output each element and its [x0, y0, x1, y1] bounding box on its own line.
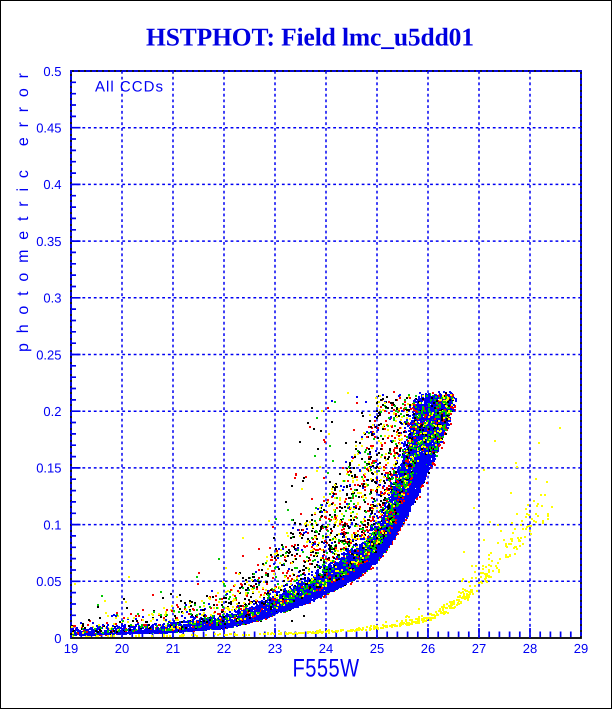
- svg-text:HSTPHOT: Field lmc_u5dd01: HSTPHOT: Field lmc_u5dd01: [146, 23, 474, 52]
- svg-text:20: 20: [115, 641, 129, 656]
- svg-text:All CCDs: All CCDs: [95, 79, 163, 96]
- svg-text:24: 24: [319, 641, 333, 656]
- svg-text:22: 22: [217, 641, 231, 656]
- svg-text:0.5: 0.5: [43, 64, 61, 79]
- svg-text:19: 19: [64, 641, 78, 656]
- svg-text:0.4: 0.4: [43, 177, 61, 192]
- svg-text:0.2: 0.2: [43, 404, 61, 419]
- svg-text:0.25: 0.25: [36, 347, 61, 362]
- svg-text:21: 21: [166, 641, 180, 656]
- svg-text:F555W: F555W: [293, 655, 360, 683]
- svg-text:0.35: 0.35: [36, 234, 61, 249]
- svg-text:0.45: 0.45: [36, 121, 61, 136]
- svg-text:23: 23: [268, 641, 282, 656]
- svg-text:29: 29: [574, 641, 588, 656]
- svg-text:0.3: 0.3: [43, 291, 61, 306]
- svg-text:28: 28: [523, 641, 537, 656]
- svg-text:27: 27: [472, 641, 486, 656]
- svg-text:0: 0: [54, 631, 61, 646]
- svg-text:26: 26: [421, 641, 435, 656]
- svg-text:0.05: 0.05: [36, 574, 61, 589]
- svg-text:25: 25: [370, 641, 384, 656]
- svg-text:0.15: 0.15: [36, 461, 61, 476]
- svg-text:0.1: 0.1: [43, 517, 61, 532]
